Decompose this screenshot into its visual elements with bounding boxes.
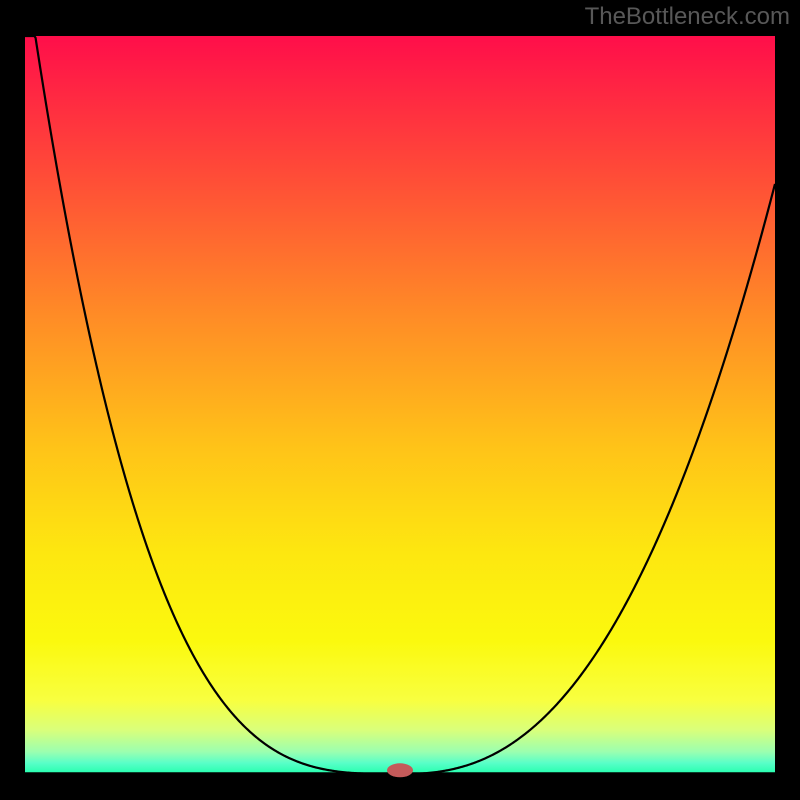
bottleneck-chart: TheBottleneck.com [0,0,800,800]
watermark-text: TheBottleneck.com [585,3,790,30]
chart-svg: TheBottleneck.com [0,0,800,800]
plot-background [25,36,775,774]
optimum-marker [387,763,413,777]
